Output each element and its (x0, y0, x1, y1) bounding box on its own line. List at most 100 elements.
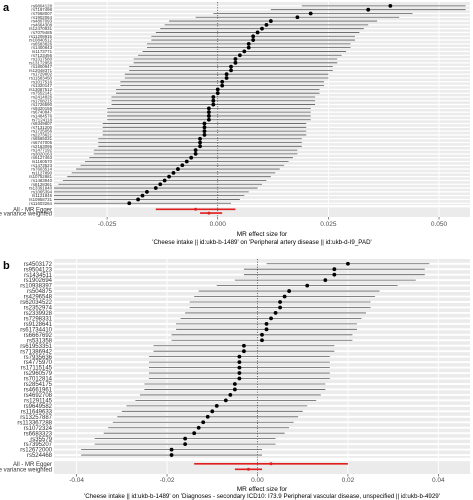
estimate-point (233, 57, 238, 61)
estimate-point (268, 19, 273, 23)
estimate-point (206, 106, 211, 111)
estimate-point (196, 425, 201, 430)
snp-label: rs10752881 (29, 174, 53, 179)
snp-label: rs1400843 (31, 45, 52, 50)
estimate-point (229, 68, 233, 73)
estimate-point (246, 41, 251, 46)
estimate-point (237, 365, 242, 370)
snp-label: rs6583826 (31, 41, 52, 46)
estimate-point (264, 22, 269, 27)
snp-label: rs4296548 (24, 295, 53, 301)
estimate-point (189, 155, 194, 160)
snp-label: rs2414826 (31, 95, 52, 100)
estimate-point (171, 170, 176, 175)
snp-label: rs13391840 (29, 186, 53, 191)
estimate-point (198, 136, 202, 141)
estimate-point (242, 49, 247, 54)
estimate-point (136, 197, 140, 202)
snp-label: rs1320147 (31, 83, 52, 88)
estimate-point (205, 414, 210, 419)
snp-label: rs6128361 (31, 182, 52, 187)
x-tick-label: -0.02 (160, 477, 175, 484)
snp-label: rs61734410 (20, 327, 52, 333)
snp-label: rs1072324 (24, 426, 53, 432)
snp-label: rs7123456 (31, 53, 52, 58)
snp-label: rs1725056 (31, 129, 52, 134)
estimate-point (251, 34, 256, 39)
estimate-point (202, 133, 207, 137)
snp-label: rs11603264 (29, 201, 52, 206)
snp-label: rs7012814 (24, 377, 53, 383)
estimate-point (183, 436, 188, 441)
snp-label: rs10840512 (29, 38, 53, 43)
estimate-point (224, 76, 229, 80)
x-tick-label: 0.025 (320, 221, 337, 228)
estimate-point (202, 121, 207, 126)
snp-label: rs524468 (27, 453, 53, 459)
estimate-point (260, 26, 264, 31)
estimate-point (202, 125, 207, 130)
snp-label: rs4661961 (24, 388, 53, 394)
estimate-point (229, 64, 233, 69)
estimate-point (246, 45, 251, 50)
snp-label: rs62034522 (20, 300, 52, 306)
snp-label: rs2854175 (24, 382, 53, 388)
summary-label: All - MR Egger (13, 208, 52, 214)
estimate-point (192, 431, 197, 436)
snp-label: rs1473523 (31, 163, 52, 168)
estimate-point (220, 83, 225, 88)
snp-label: rs2339928 (24, 311, 53, 317)
snp-label: rs1902064 (31, 15, 52, 20)
summary-label: All - Inverse variance weighted (0, 211, 52, 217)
snp-label: rs4775970 (24, 360, 53, 366)
snp-label: rs35579 (30, 437, 52, 443)
estimate-point (158, 182, 163, 187)
snp-label: rs17115145 (21, 366, 53, 372)
estimate-point (237, 354, 242, 359)
snp-label: rs1291145 (24, 398, 53, 404)
snp-label: rs7603514 (31, 167, 52, 172)
estimate-point (211, 98, 216, 103)
snp-label: rs2352974 (24, 306, 53, 312)
estimate-point (264, 321, 269, 326)
estimate-point (193, 148, 198, 153)
snp-label: rs9349807 (31, 121, 52, 126)
snp-label: rs13172958 (29, 60, 53, 65)
snp-label: rs1726590 (31, 102, 52, 107)
panel-b: rs4503172rs9504123rs1434511rs1902694rs10… (0, 259, 470, 500)
estimate-point (206, 114, 211, 118)
estimate-point (184, 159, 189, 164)
snp-label: rs11208915 (29, 34, 52, 39)
snp-label: rs1173771 (32, 49, 53, 54)
estimate-point (287, 289, 292, 293)
snp-label: rs2960579 (24, 371, 53, 377)
snp-label: rs9649582 (24, 404, 53, 410)
estimate-point (366, 7, 371, 12)
estimate-point (232, 382, 237, 386)
estimate-point (214, 403, 219, 408)
estimate-point (251, 38, 256, 42)
snp-label: rs4664308 (31, 22, 52, 27)
snp-label: rs7568007 (31, 11, 52, 16)
snp-label: rs1477192 (31, 148, 52, 153)
summary-label: All - MR Egger (13, 462, 52, 468)
estimate-point (295, 15, 300, 20)
estimate-point (169, 447, 174, 452)
snp-label: rs10958731 (29, 197, 53, 202)
x-tick-label: -0.04 (69, 477, 84, 484)
summary-estimate-point (194, 207, 198, 211)
snp-label: rs4503172 (24, 262, 53, 268)
estimate-point (237, 360, 242, 365)
estimate-point (282, 294, 287, 299)
panel-letter: b (3, 260, 10, 272)
snp-label: rs13257887 (20, 415, 52, 421)
snp-label: rs1729802 (31, 72, 52, 77)
estimate-point (210, 409, 215, 414)
estimate-point (215, 87, 220, 92)
estimate-point (183, 442, 188, 447)
x-tick-label: 0.04 (432, 477, 445, 484)
estimate-point (201, 420, 206, 425)
estimate-point (388, 3, 393, 8)
estimate-point (180, 163, 185, 168)
estimate-point (242, 343, 246, 348)
